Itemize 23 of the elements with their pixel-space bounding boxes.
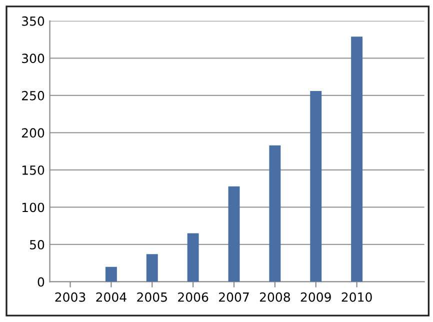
bar	[228, 186, 240, 282]
x-tick-label: 2007	[219, 292, 249, 302]
x-tick-label: 2010	[342, 292, 372, 302]
bar	[269, 145, 281, 282]
x-tick-label: 2003	[55, 292, 86, 302]
x-tick-label: 2004	[96, 292, 126, 302]
y-tick-label: 50	[30, 240, 44, 250]
y-tick-label: 100	[22, 202, 44, 212]
bar	[310, 90, 322, 282]
bar	[146, 254, 158, 282]
bar	[105, 266, 117, 282]
y-tick-label: 150	[22, 165, 44, 175]
bar	[187, 233, 199, 282]
x-tick-label: 2008	[260, 292, 290, 302]
y-tick-label: 350	[22, 16, 44, 26]
x-tick-label: 2006	[178, 292, 208, 302]
x-tick-label: 2005	[137, 292, 167, 302]
x-tick-label: 2009	[300, 292, 331, 302]
bar	[351, 36, 363, 282]
y-tick-label: 200	[22, 128, 44, 138]
y-tick-label: 0	[38, 277, 44, 287]
y-tick-label: 300	[22, 54, 44, 64]
y-tick-label: 250	[22, 90, 44, 100]
